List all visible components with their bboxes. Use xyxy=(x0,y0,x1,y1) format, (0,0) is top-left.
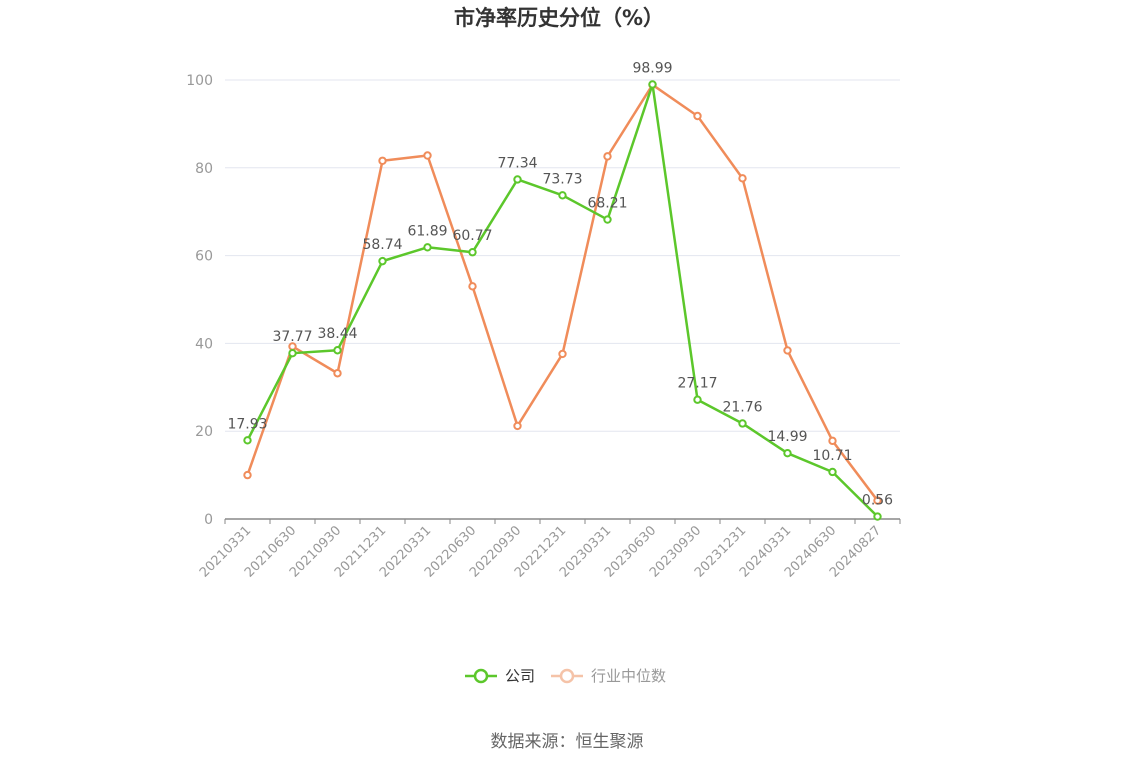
data-point xyxy=(378,156,387,165)
data-point xyxy=(738,419,747,428)
data-label: 10.71 xyxy=(812,448,852,464)
data-point xyxy=(648,80,657,89)
data-label: 38.44 xyxy=(317,326,357,342)
data-point xyxy=(693,111,702,121)
chart-title: 市净率历史分位（%） xyxy=(454,6,664,30)
data-point xyxy=(558,349,567,359)
data-point xyxy=(468,282,477,291)
y-tick-label: 100 xyxy=(186,73,213,89)
data-point xyxy=(783,346,792,355)
legend[interactable]: 公司 行业中位数 xyxy=(465,667,666,685)
data-point xyxy=(423,151,432,160)
legend-item-0[interactable]: 公司 xyxy=(465,667,535,685)
data-label: 61.89 xyxy=(407,223,447,239)
y-tick-label: 40 xyxy=(195,336,213,352)
data-label: 27.17 xyxy=(677,376,717,392)
data-point xyxy=(783,448,792,458)
data-label: 37.77 xyxy=(272,329,312,345)
legend-label: 行业中位数 xyxy=(591,667,666,685)
data-label: 58.74 xyxy=(362,237,402,253)
data-label: 98.99 xyxy=(632,60,672,76)
data-point xyxy=(873,496,882,505)
legend-marker xyxy=(559,668,575,684)
y-tick-label: 60 xyxy=(195,249,213,265)
data-point xyxy=(603,215,612,224)
legend-item-1[interactable]: 行业中位数 xyxy=(551,667,666,685)
data-point xyxy=(333,346,342,355)
data-point xyxy=(288,348,297,358)
data-point xyxy=(693,395,702,404)
legend-label: 公司 xyxy=(505,667,535,685)
data-point xyxy=(738,174,747,183)
data-label: 60.77 xyxy=(452,228,492,244)
data-point xyxy=(513,175,522,184)
legend-marker xyxy=(473,668,489,684)
data-point xyxy=(468,248,477,257)
y-tick-label: 20 xyxy=(195,424,213,440)
data-point xyxy=(603,152,612,161)
data-point xyxy=(828,436,837,446)
series-layer xyxy=(243,80,882,521)
data-point xyxy=(873,512,882,521)
data-point xyxy=(243,436,252,445)
data-label: 17.93 xyxy=(227,416,267,432)
data-point xyxy=(423,243,432,252)
data-label: 77.34 xyxy=(497,155,537,171)
data-point xyxy=(558,191,567,200)
data-label: 21.76 xyxy=(722,399,762,415)
data-point xyxy=(828,467,837,477)
data-point xyxy=(243,470,252,480)
data-label: 73.73 xyxy=(542,171,582,187)
y-tick-label: 80 xyxy=(195,161,213,177)
data-point xyxy=(378,256,387,266)
source-note: 数据来源：恒生聚源 xyxy=(491,732,644,752)
data-label: 0.56 xyxy=(862,493,893,509)
data-point xyxy=(333,369,342,378)
series-line-0 xyxy=(246,83,879,518)
y-tick-label: 0 xyxy=(204,512,213,528)
y-axis: 0 20 40 60 80 100 xyxy=(186,73,213,528)
grid xyxy=(225,79,900,432)
data-label: 14.99 xyxy=(767,429,807,445)
data-label: 68.21 xyxy=(587,196,627,212)
data-point xyxy=(513,421,522,431)
x-axis: 2021033120210630202109302021123120220331… xyxy=(197,518,901,581)
data-labels: 17.93 37.77 38.44 58.74 61.89 60.77 77.34 73.73… xyxy=(227,60,893,508)
